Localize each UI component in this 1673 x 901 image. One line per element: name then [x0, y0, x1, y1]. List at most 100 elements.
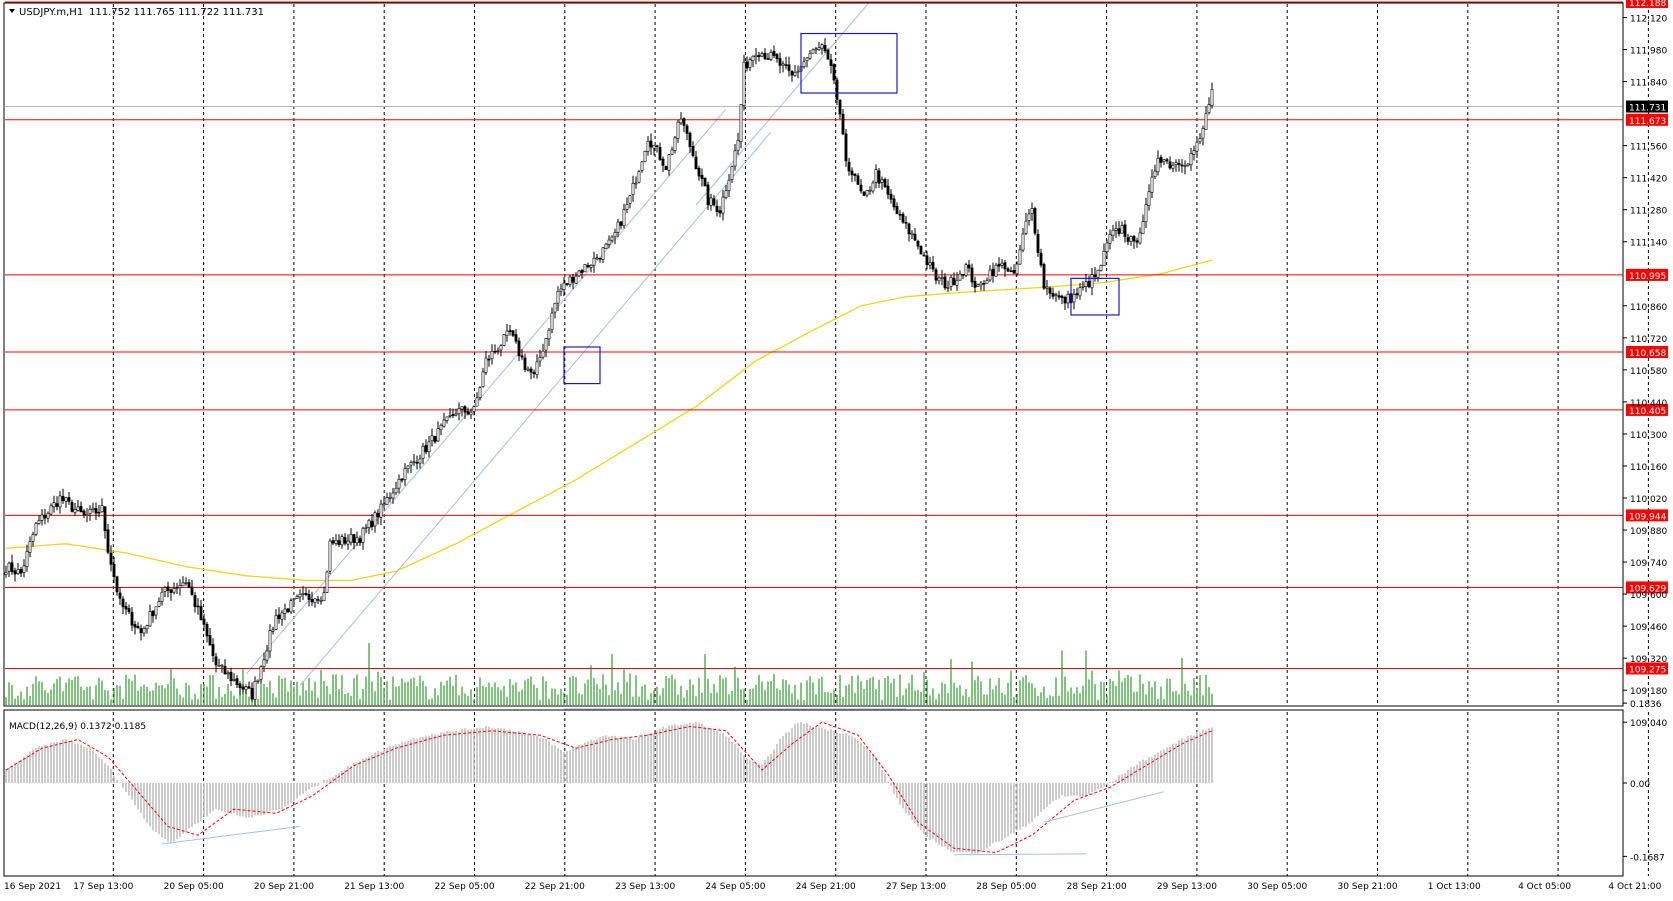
candle-body[interactable] — [715, 205, 719, 213]
candle-body[interactable] — [1033, 208, 1037, 234]
candle-body[interactable] — [1189, 153, 1193, 166]
candle-body[interactable] — [346, 540, 350, 545]
candle-body[interactable] — [19, 568, 23, 574]
candle-body[interactable] — [247, 686, 251, 689]
candle-body[interactable] — [139, 628, 143, 634]
candle-body[interactable] — [370, 520, 374, 527]
candle-body[interactable] — [79, 505, 83, 513]
candle-body[interactable] — [328, 540, 332, 572]
candle-body[interactable] — [940, 277, 944, 279]
candle-body[interactable] — [646, 140, 650, 152]
candle-body[interactable] — [748, 59, 752, 68]
candle-body[interactable] — [679, 118, 683, 124]
candle-body[interactable] — [88, 508, 92, 514]
candle-body[interactable] — [718, 210, 722, 214]
candle-body[interactable] — [40, 514, 44, 521]
candle-body[interactable] — [463, 406, 467, 413]
candle-body[interactable] — [109, 552, 113, 565]
candle-body[interactable] — [895, 205, 899, 215]
candle-body[interactable] — [343, 537, 347, 544]
candle-body[interactable] — [427, 441, 431, 453]
candle-body[interactable] — [337, 540, 341, 545]
candle-body[interactable] — [820, 44, 824, 49]
candle-body[interactable] — [184, 581, 188, 584]
candle-body[interactable] — [208, 635, 212, 646]
candle-body[interactable] — [379, 503, 383, 518]
candle-body[interactable] — [967, 264, 971, 269]
candle-body[interactable] — [886, 185, 890, 195]
candle-body[interactable] — [1129, 236, 1133, 242]
candle-body[interactable] — [982, 282, 986, 285]
candle-body[interactable] — [430, 435, 434, 442]
candle-body[interactable] — [1138, 232, 1142, 244]
candle-body[interactable] — [571, 276, 575, 283]
candle-body[interactable] — [913, 233, 917, 241]
candle-body[interactable] — [1162, 159, 1166, 162]
candle-body[interactable] — [1168, 161, 1172, 169]
candle-body[interactable] — [568, 276, 572, 285]
candle-body[interactable] — [946, 287, 950, 289]
candle-body[interactable] — [472, 406, 476, 412]
candle-body[interactable] — [484, 357, 488, 373]
candle-body[interactable] — [859, 184, 863, 192]
candle-body[interactable] — [892, 198, 896, 208]
candle-body[interactable] — [676, 121, 680, 139]
candle-body[interactable] — [400, 478, 404, 481]
candle-body[interactable] — [565, 283, 569, 285]
candle-body[interactable] — [730, 166, 734, 180]
candle-body[interactable] — [991, 268, 995, 276]
candle-body[interactable] — [823, 45, 827, 52]
candle-body[interactable] — [889, 193, 893, 200]
candle-body[interactable] — [865, 190, 869, 196]
candle-body[interactable] — [178, 585, 182, 588]
candle-body[interactable] — [979, 282, 983, 286]
candle-body[interactable] — [307, 593, 311, 600]
candle-body[interactable] — [784, 64, 788, 66]
candle-body[interactable] — [1111, 229, 1115, 236]
candle-body[interactable] — [397, 478, 401, 489]
candle-body[interactable] — [829, 59, 833, 66]
candle-body[interactable] — [640, 161, 644, 171]
candle-body[interactable] — [85, 513, 89, 516]
candle-body[interactable] — [652, 144, 656, 149]
candle-body[interactable] — [1012, 270, 1016, 274]
candle-body[interactable] — [1180, 164, 1184, 167]
candle-body[interactable] — [1027, 213, 1031, 221]
candle-body[interactable] — [922, 254, 926, 257]
candle-body[interactable] — [292, 598, 296, 601]
candle-body[interactable] — [424, 445, 428, 453]
candle-body[interactable] — [1144, 204, 1148, 223]
candle-body[interactable] — [193, 595, 197, 608]
candle-body[interactable] — [265, 650, 269, 661]
candle-body[interactable] — [832, 64, 836, 81]
candle-body[interactable] — [229, 671, 233, 682]
candle-body[interactable] — [1195, 141, 1199, 152]
candle-body[interactable] — [16, 569, 20, 574]
candle-body[interactable] — [808, 53, 812, 59]
candle-body[interactable] — [43, 514, 47, 519]
candle-body[interactable] — [553, 302, 557, 313]
candle-body[interactable] — [496, 350, 500, 352]
candle-body[interactable] — [244, 686, 248, 691]
candle-body[interactable] — [505, 330, 509, 336]
candle-body[interactable] — [541, 350, 545, 358]
candle-body[interactable] — [700, 174, 704, 180]
candle-body[interactable] — [550, 312, 554, 330]
candle-body[interactable] — [685, 125, 689, 134]
candle-body[interactable] — [1054, 294, 1058, 296]
candle-body[interactable] — [712, 198, 716, 206]
candle-body[interactable] — [202, 618, 206, 625]
candle-body[interactable] — [724, 190, 728, 198]
candle-body[interactable] — [175, 586, 179, 589]
candle-body[interactable] — [1000, 262, 1004, 266]
candle-body[interactable] — [673, 137, 677, 151]
candle-body[interactable] — [133, 624, 137, 628]
candle-body[interactable] — [745, 61, 749, 69]
candle-body[interactable] — [118, 592, 122, 599]
candle-body[interactable] — [460, 406, 464, 410]
candle-body[interactable] — [448, 415, 452, 417]
candle-body[interactable] — [211, 644, 215, 656]
candle-body[interactable] — [1063, 296, 1067, 304]
candle-body[interactable] — [205, 624, 209, 637]
candle-body[interactable] — [841, 113, 845, 135]
